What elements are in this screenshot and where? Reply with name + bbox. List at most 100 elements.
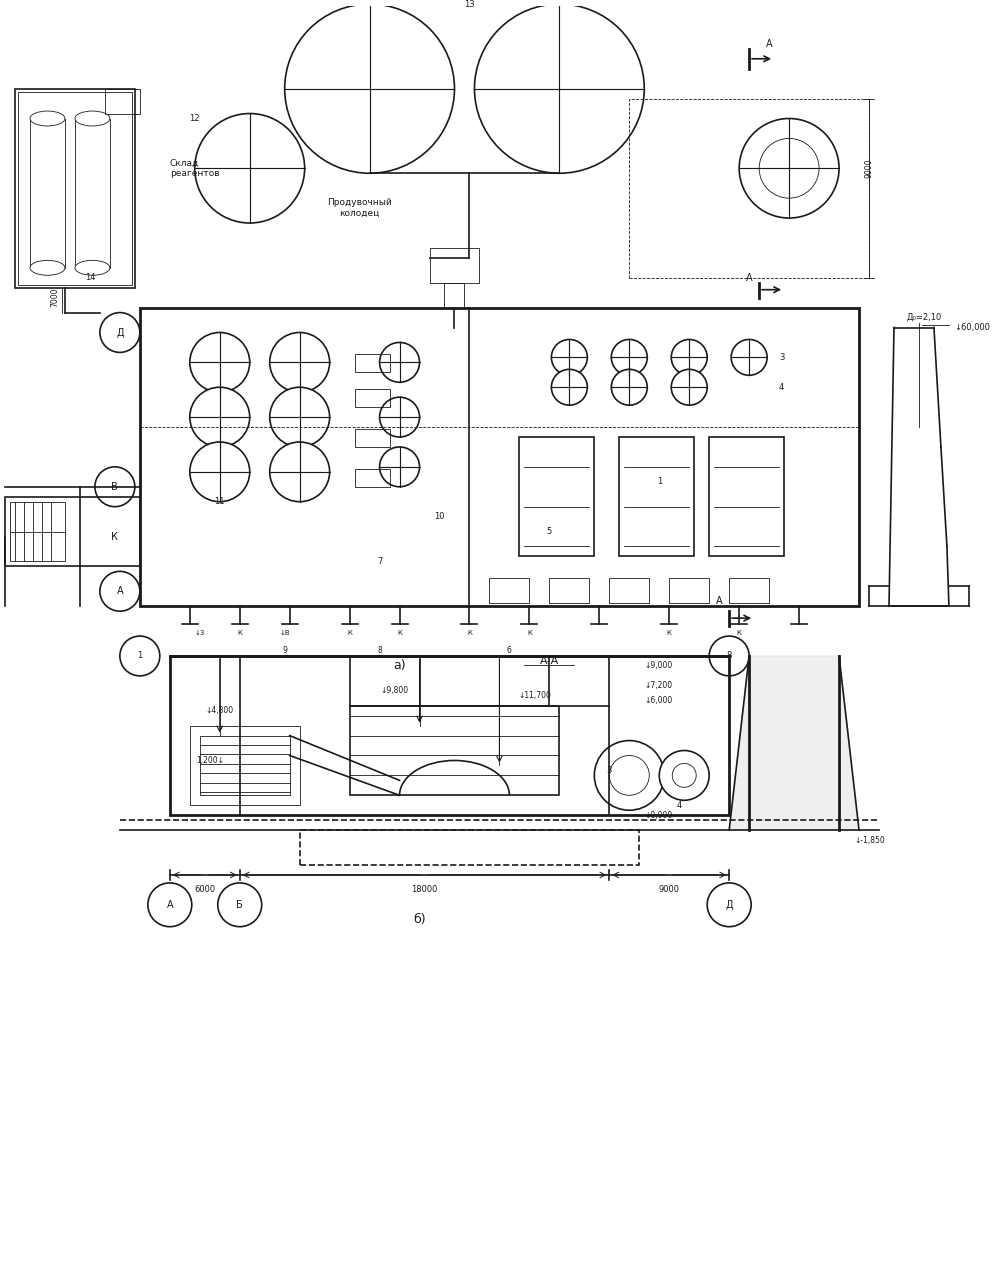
Ellipse shape xyxy=(30,260,65,276)
Text: 3: 3 xyxy=(779,353,784,362)
Text: ↓9,000: ↓9,000 xyxy=(644,662,673,671)
Bar xyxy=(629,99,869,277)
Circle shape xyxy=(190,387,250,446)
Bar xyxy=(709,438,784,557)
Text: 12: 12 xyxy=(190,114,200,123)
Bar xyxy=(729,579,769,603)
Circle shape xyxy=(671,340,707,376)
Bar xyxy=(15,89,135,287)
Circle shape xyxy=(759,139,819,198)
Text: А: А xyxy=(746,273,752,282)
Text: Д₀=2,10: Д₀=2,10 xyxy=(906,313,942,322)
Circle shape xyxy=(380,446,420,486)
Text: 9000: 9000 xyxy=(865,159,874,178)
Text: б): б) xyxy=(413,913,426,926)
Text: К: К xyxy=(347,630,352,636)
Text: 1: 1 xyxy=(137,652,142,661)
Circle shape xyxy=(100,313,140,353)
Text: А-А: А-А xyxy=(540,656,559,666)
Circle shape xyxy=(380,343,420,382)
Ellipse shape xyxy=(75,260,110,276)
Text: К: К xyxy=(237,630,242,636)
Text: 3: 3 xyxy=(607,766,612,775)
Bar xyxy=(519,438,594,557)
Circle shape xyxy=(380,398,420,438)
Bar xyxy=(75,118,110,268)
Bar xyxy=(355,354,390,372)
Circle shape xyxy=(611,370,647,405)
Bar xyxy=(30,118,65,268)
Text: 6000: 6000 xyxy=(194,885,215,894)
Text: ↓6,000: ↓6,000 xyxy=(644,697,673,706)
Text: К: К xyxy=(527,630,532,636)
Circle shape xyxy=(551,370,587,405)
Bar xyxy=(190,726,300,806)
Bar xyxy=(444,282,464,308)
Text: 8: 8 xyxy=(726,652,732,661)
Text: К: К xyxy=(111,531,118,541)
Text: Д: Д xyxy=(725,899,733,910)
Text: Склад
реагентов: Склад реагентов xyxy=(170,159,219,178)
Text: ↓0,000: ↓0,000 xyxy=(644,811,673,820)
Text: В: В xyxy=(111,481,118,491)
Circle shape xyxy=(739,118,839,218)
Text: 14: 14 xyxy=(85,273,95,282)
Text: 7: 7 xyxy=(377,557,382,566)
Text: ↓11,700: ↓11,700 xyxy=(518,692,551,701)
Text: К: К xyxy=(397,630,402,636)
Text: ↓4,800: ↓4,800 xyxy=(206,706,234,715)
Text: ↓60,000: ↓60,000 xyxy=(954,323,990,332)
Text: 4: 4 xyxy=(779,382,784,391)
Bar xyxy=(105,89,140,113)
Circle shape xyxy=(218,883,262,926)
Text: Д: Д xyxy=(116,327,124,337)
Text: К: К xyxy=(667,630,672,636)
Circle shape xyxy=(474,4,644,173)
Bar xyxy=(300,830,639,865)
Bar xyxy=(170,656,729,815)
Text: 9000: 9000 xyxy=(659,885,680,894)
Text: А: А xyxy=(117,586,123,597)
Text: а): а) xyxy=(393,659,406,672)
Text: 5: 5 xyxy=(547,527,552,536)
Bar xyxy=(350,706,559,795)
Circle shape xyxy=(120,636,160,676)
Text: ↓7,200: ↓7,200 xyxy=(644,681,672,690)
Circle shape xyxy=(659,751,709,801)
Text: 4: 4 xyxy=(677,801,682,810)
Text: 13: 13 xyxy=(464,0,475,9)
Circle shape xyxy=(671,370,707,405)
Bar xyxy=(549,579,589,603)
Polygon shape xyxy=(729,656,859,830)
Bar xyxy=(669,579,709,603)
Text: К: К xyxy=(737,630,742,636)
Circle shape xyxy=(672,763,696,788)
Bar xyxy=(609,579,649,603)
Circle shape xyxy=(709,636,749,676)
Text: Б: Б xyxy=(236,899,243,910)
Circle shape xyxy=(270,441,330,502)
Circle shape xyxy=(100,571,140,611)
Text: ↓9,800: ↓9,800 xyxy=(380,686,409,695)
Text: 18000: 18000 xyxy=(411,885,438,894)
Circle shape xyxy=(707,883,751,926)
Text: А: А xyxy=(766,38,772,49)
Text: А: А xyxy=(716,597,723,607)
Circle shape xyxy=(270,387,330,446)
Circle shape xyxy=(551,340,587,376)
Circle shape xyxy=(611,340,647,376)
Text: ↓В: ↓В xyxy=(279,630,290,636)
Bar xyxy=(18,91,132,285)
Text: 6: 6 xyxy=(507,647,512,656)
Circle shape xyxy=(285,4,454,173)
Text: 8: 8 xyxy=(377,647,382,656)
Text: ↓-1,850: ↓-1,850 xyxy=(854,835,885,844)
Text: К: К xyxy=(467,630,472,636)
Ellipse shape xyxy=(30,112,65,126)
Text: 1,200↓: 1,200↓ xyxy=(196,756,224,765)
Ellipse shape xyxy=(75,112,110,126)
Circle shape xyxy=(594,740,664,811)
Bar xyxy=(140,308,859,606)
Circle shape xyxy=(270,332,330,393)
Circle shape xyxy=(731,340,767,376)
